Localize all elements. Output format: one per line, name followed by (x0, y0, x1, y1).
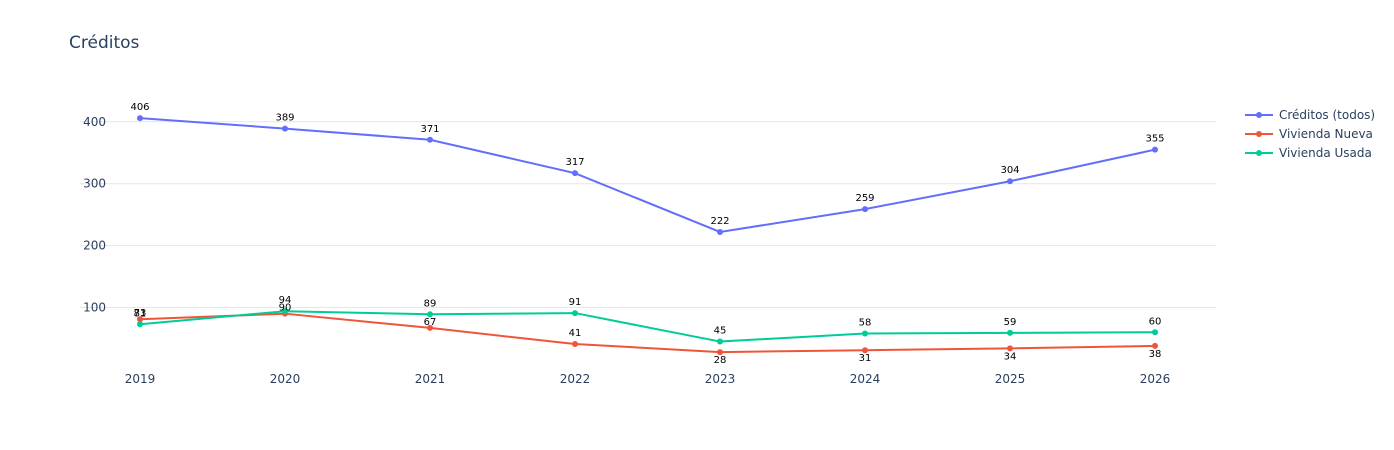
y-tick-label: 400 (83, 115, 106, 129)
data-label: 222 (710, 216, 729, 227)
data-point (137, 321, 143, 328)
data-point (282, 125, 288, 132)
x-axis-ticks: 2019 2020 2021 2022 2023 2024 2025 2026 (125, 372, 1171, 386)
x-tick-label: 2024 (850, 372, 881, 386)
x-tick-label: 2026 (1140, 372, 1171, 386)
data-point (862, 330, 868, 337)
legend-label: Créditos (todos) (1279, 107, 1376, 122)
data-point (137, 316, 143, 323)
chart-title: Créditos (69, 33, 140, 53)
data-label: 304 (1000, 165, 1019, 176)
data-label: 45 (714, 326, 727, 337)
data-point (427, 136, 433, 143)
series-line (139, 312, 1156, 354)
legend-swatch-marker (1256, 130, 1262, 137)
data-label: 67 (424, 317, 437, 328)
x-tick-label: 2019 (125, 372, 156, 386)
series-points (137, 115, 1158, 356)
data-point (1152, 342, 1158, 349)
data-label: 28 (714, 355, 727, 366)
data-label: 355 (1145, 134, 1164, 145)
data-label: 34 (1004, 351, 1017, 362)
data-label: 58 (859, 317, 872, 328)
data-label: 81 (134, 308, 147, 319)
data-label: 90 (279, 303, 292, 314)
series-line (139, 117, 1156, 234)
data-point (137, 115, 143, 122)
data-point (1007, 329, 1013, 336)
legend-swatch (1245, 111, 1273, 118)
legend: Créditos (todos) Vivienda Nueva Vivienda U… (1243, 105, 1375, 162)
data-point (572, 341, 578, 348)
legend-swatch-marker (1256, 111, 1262, 118)
data-label: 317 (565, 157, 584, 168)
data-point (1007, 178, 1013, 185)
data-point (282, 308, 288, 315)
y-tick-label: 100 (83, 301, 106, 315)
data-label: 406 (130, 102, 149, 113)
gridlines (80, 121, 1216, 308)
legend-item[interactable]: Créditos (todos) (1243, 105, 1375, 124)
x-tick-label: 2021 (415, 372, 446, 386)
data-label: 94 (279, 295, 292, 306)
data-point (1007, 345, 1013, 352)
data-label: 38 (1149, 349, 1162, 360)
data-label: 89 (424, 298, 437, 309)
data-point (1152, 329, 1158, 336)
x-tick-label: 2022 (560, 372, 591, 386)
data-point (572, 170, 578, 177)
data-point (862, 206, 868, 213)
legend-label: Vivienda Nueva (1279, 126, 1373, 141)
series-lines (139, 117, 1156, 354)
data-point (427, 311, 433, 318)
data-label: 60 (1149, 316, 1162, 327)
y-tick-label: 200 (83, 239, 106, 253)
data-point (717, 338, 723, 345)
x-tick-label: 2020 (270, 372, 301, 386)
y-axis-ticks: 100 200 300 400 (83, 115, 106, 315)
data-point (427, 324, 433, 331)
x-tick-label: 2025 (995, 372, 1026, 386)
series-line (139, 310, 1156, 343)
data-point (862, 347, 868, 354)
legend-swatch (1245, 149, 1273, 156)
data-label: 59 (1004, 317, 1017, 328)
data-point (572, 310, 578, 317)
legend-swatch-marker (1256, 149, 1262, 156)
data-label: 73 (134, 308, 147, 319)
data-label: 41 (569, 328, 582, 339)
data-label: 91 (569, 297, 582, 308)
data-label: 31 (859, 353, 872, 364)
y-tick-label: 300 (83, 177, 106, 191)
data-label: 259 (855, 193, 874, 204)
data-labels: 406 389 371 317 222 259 304 355 81 90 67 41 28 31 34 38… (130, 102, 1164, 366)
data-point (717, 349, 723, 356)
legend-swatch (1245, 130, 1273, 137)
legend-label: Vivienda Usada (1279, 145, 1372, 160)
data-label: 389 (275, 113, 294, 124)
data-point (717, 228, 723, 235)
x-tick-label: 2023 (705, 372, 736, 386)
legend-item[interactable]: Vivienda Usada (1243, 143, 1375, 162)
legend-item[interactable]: Vivienda Nueva (1243, 124, 1375, 143)
data-label: 371 (420, 124, 439, 135)
data-point (1152, 146, 1158, 153)
